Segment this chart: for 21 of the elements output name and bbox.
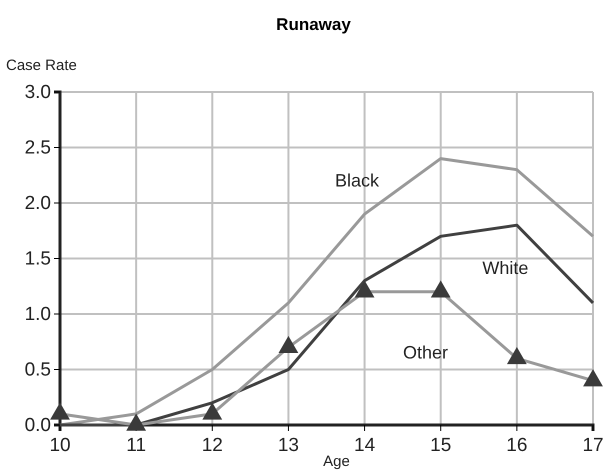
- x-tick-label: 14: [354, 435, 376, 456]
- y-tick-label: 3.0: [24, 82, 51, 104]
- x-tick-label: 16: [506, 435, 528, 456]
- x-axis-title: Age: [323, 453, 350, 470]
- y-tick-label: 0.0: [24, 415, 51, 436]
- series-label: Other: [402, 342, 448, 362]
- chart-title: Runaway: [276, 15, 352, 34]
- x-tick-label: 10: [49, 435, 71, 456]
- x-tick-label: 11: [126, 435, 146, 456]
- y-axis-title: Case Rate: [6, 57, 77, 74]
- series-label: Black: [334, 170, 380, 190]
- series-label: White: [482, 258, 528, 278]
- y-tick-label: 2.5: [24, 138, 51, 159]
- x-tick-label: 12: [202, 435, 223, 456]
- x-tick-label: 17: [582, 435, 604, 456]
- x-tick-label: 15: [430, 435, 452, 456]
- y-tick-label: 0.5: [24, 360, 51, 381]
- y-tick-label: 1.5: [24, 248, 51, 270]
- x-tick-label: 13: [278, 435, 299, 456]
- y-tick-label: 1.0: [24, 304, 51, 326]
- y-tick-label: 2.0: [24, 193, 51, 214]
